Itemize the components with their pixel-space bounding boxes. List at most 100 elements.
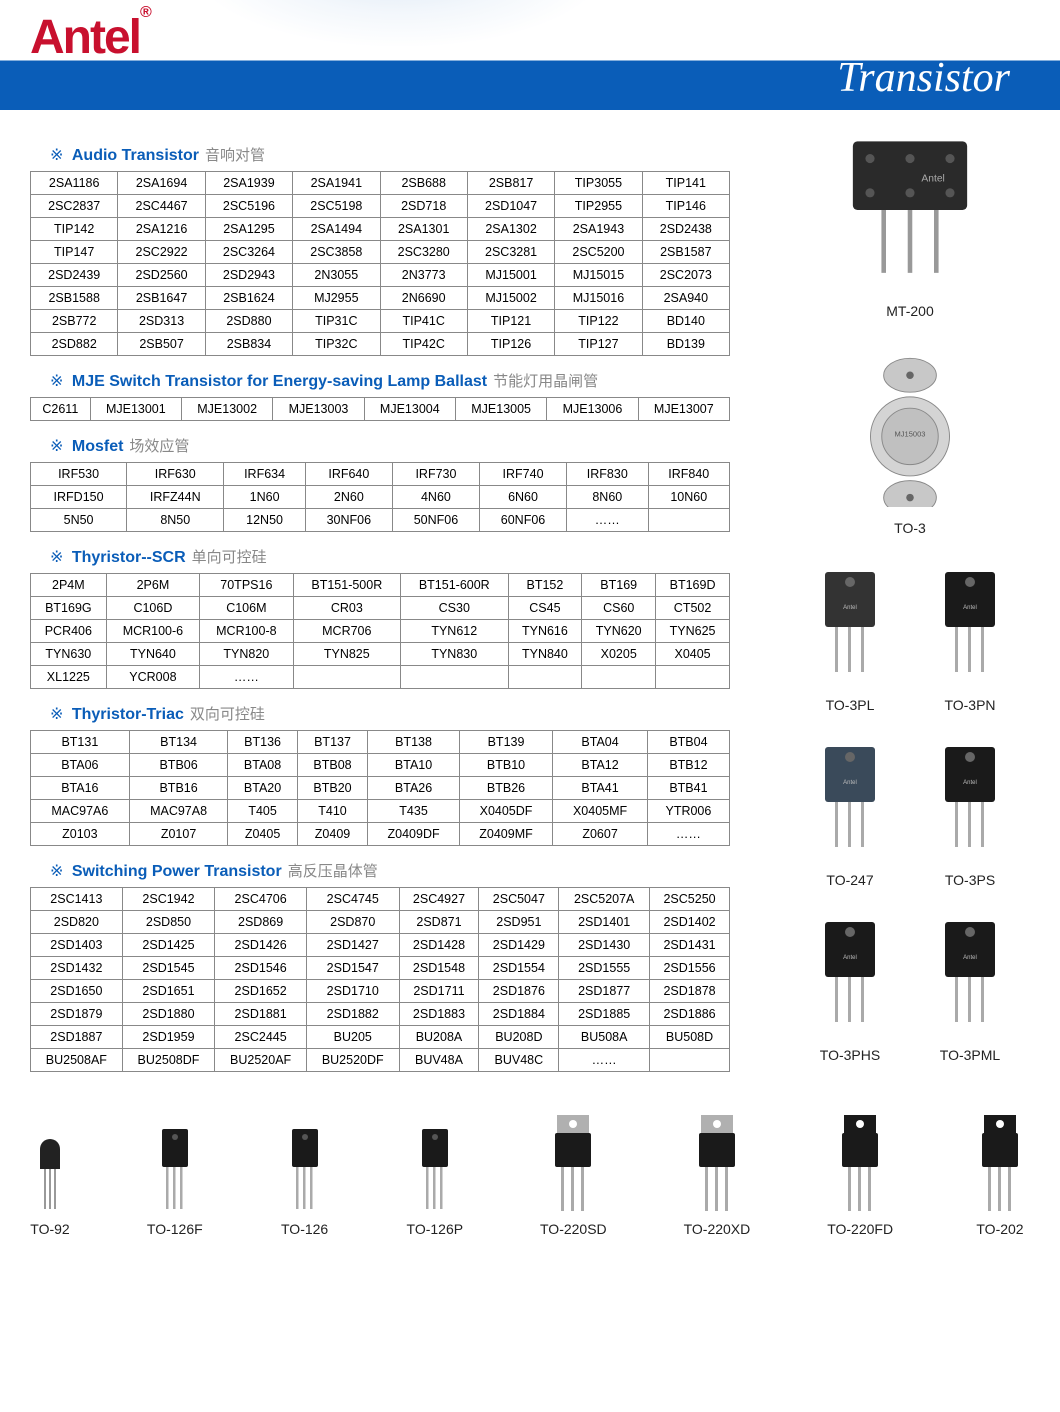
package-figure: Antel TO-3PML: [930, 914, 1010, 1063]
table-cell: 2N6690: [380, 287, 467, 310]
package-image: [540, 1109, 607, 1219]
table-cell: 2SA1943: [555, 218, 642, 241]
table-cell: 2SD1545: [122, 957, 215, 980]
table-cell: 60NF06: [479, 509, 566, 532]
package-label: TO-202: [970, 1221, 1030, 1237]
table-cell: X0405DF: [459, 800, 553, 823]
table-cell: MJE13002: [181, 398, 272, 421]
table-cell: C106D: [106, 597, 199, 620]
table-cell: TIP147: [31, 241, 118, 264]
table-cell: TIP122: [555, 310, 642, 333]
table-cell: 30NF06: [305, 509, 392, 532]
svg-text:Antel: Antel: [843, 955, 857, 961]
table-cell: BD140: [642, 310, 729, 333]
table-cell: BU508D: [650, 1026, 730, 1049]
svg-text:Antel: Antel: [963, 780, 977, 786]
table-cell: Z0103: [31, 823, 130, 846]
table-cell: 2SC1942: [122, 888, 215, 911]
section-mark: ※: [50, 147, 63, 164]
table-cell: BT151-600R: [401, 574, 508, 597]
package-image: Antel: [930, 739, 1010, 859]
table-cell: 2SD1652: [215, 980, 307, 1003]
package-label: TO-3PS: [930, 872, 1010, 888]
package-image: [30, 1129, 70, 1219]
table-cell: 2SD1887: [31, 1026, 123, 1049]
table-cell: CT502: [656, 597, 730, 620]
package-figure: Antel TO-3PN: [930, 564, 1010, 713]
table-cell: MJE13003: [273, 398, 364, 421]
table-cell: 2SD313: [118, 310, 205, 333]
package-figure: TO-202: [970, 1109, 1030, 1237]
table-cell: MJ2955: [293, 287, 380, 310]
table-cell: BT136: [228, 731, 297, 754]
table-cell: TYN640: [106, 643, 199, 666]
table-cell: MAC97A6: [31, 800, 130, 823]
table-cell: 2SA1694: [118, 172, 205, 195]
table-cell: BD139: [642, 333, 729, 356]
table-cell: BU2508AF: [31, 1049, 123, 1072]
table-cell: 2SA1216: [118, 218, 205, 241]
table-cell: ……: [567, 509, 648, 532]
table-cell: 50NF06: [392, 509, 479, 532]
table-cell: C106M: [200, 597, 293, 620]
table-cell: BTA10: [368, 754, 459, 777]
packages-sidebar: Antel MT-200 MJ15003 TO-3 Antel TO-3PL A…: [750, 130, 1030, 1089]
table-cell: 2SD1556: [650, 957, 730, 980]
table-cell: BT134: [129, 731, 228, 754]
package-image: [147, 1119, 203, 1219]
table-cell: 2SD951: [479, 911, 559, 934]
data-table: 2P4M2P6M70TPS16BT151-500RBT151-600RBT152…: [30, 573, 730, 689]
package-label: TO-3PL: [810, 697, 890, 713]
table-cell: IRF840: [648, 463, 730, 486]
table-cell: 2SD1403: [31, 934, 123, 957]
table-cell: BT152: [508, 574, 582, 597]
table-cell: 2SC4745: [306, 888, 399, 911]
table-cell: 2SD850: [122, 911, 215, 934]
table-cell: 2SD2943: [205, 264, 292, 287]
table-cell: MCR100-6: [106, 620, 199, 643]
tables-column: ※ Audio Transistor音响对管2SA11862SA16942SA1…: [30, 130, 750, 1089]
table-cell: 2SC2837: [31, 195, 118, 218]
table-cell: 4N60: [392, 486, 479, 509]
logo-text: Antel: [30, 11, 140, 64]
table-cell: TIP31C: [293, 310, 380, 333]
page-title: Transistor: [837, 54, 1010, 102]
package-label: TO-3PN: [930, 697, 1010, 713]
table-cell: 2SD1429: [479, 934, 559, 957]
table-cell: IRF830: [567, 463, 648, 486]
section-header: ※ MJE Switch Transistor for Energy-savin…: [50, 370, 750, 391]
table-cell: TYN820: [200, 643, 293, 666]
section-mark: ※: [50, 373, 63, 390]
package-figure: Antel TO-3PL: [810, 564, 890, 713]
table-cell: BU2508DF: [122, 1049, 215, 1072]
table-cell: 2P6M: [106, 574, 199, 597]
table-cell: TYN840: [508, 643, 582, 666]
table-cell: MJE13007: [638, 398, 729, 421]
section-title-cn: 双向可控硅: [190, 706, 265, 723]
table-cell: TIP142: [31, 218, 118, 241]
table-cell: 2SD1425: [122, 934, 215, 957]
table-cell: 2SD1882: [306, 1003, 399, 1026]
table-cell: BT151-500R: [293, 574, 400, 597]
table-cell: Z0409MF: [459, 823, 553, 846]
table-cell: TIP32C: [293, 333, 380, 356]
table-cell: 2SD1427: [306, 934, 399, 957]
table-cell: 2SD871: [399, 911, 479, 934]
table-cell: 2SD1879: [31, 1003, 123, 1026]
table-cell: X0205: [582, 643, 656, 666]
package-image: [280, 1119, 330, 1219]
table-cell: 2SA940: [642, 287, 729, 310]
table-cell: IRF730: [392, 463, 479, 486]
section-mark: ※: [50, 438, 63, 455]
table-cell: 2SD1876: [479, 980, 559, 1003]
table-cell: MJ15016: [555, 287, 642, 310]
table-cell: X0405MF: [553, 800, 648, 823]
table-cell: MCR706: [293, 620, 400, 643]
table-cell: MJE13001: [90, 398, 181, 421]
table-cell: YCR008: [106, 666, 199, 689]
table-cell: 10N60: [648, 486, 730, 509]
table-cell: Z0405: [228, 823, 297, 846]
table-cell: 2N3055: [293, 264, 380, 287]
table-cell: T435: [368, 800, 459, 823]
table-cell: 2SB688: [380, 172, 467, 195]
